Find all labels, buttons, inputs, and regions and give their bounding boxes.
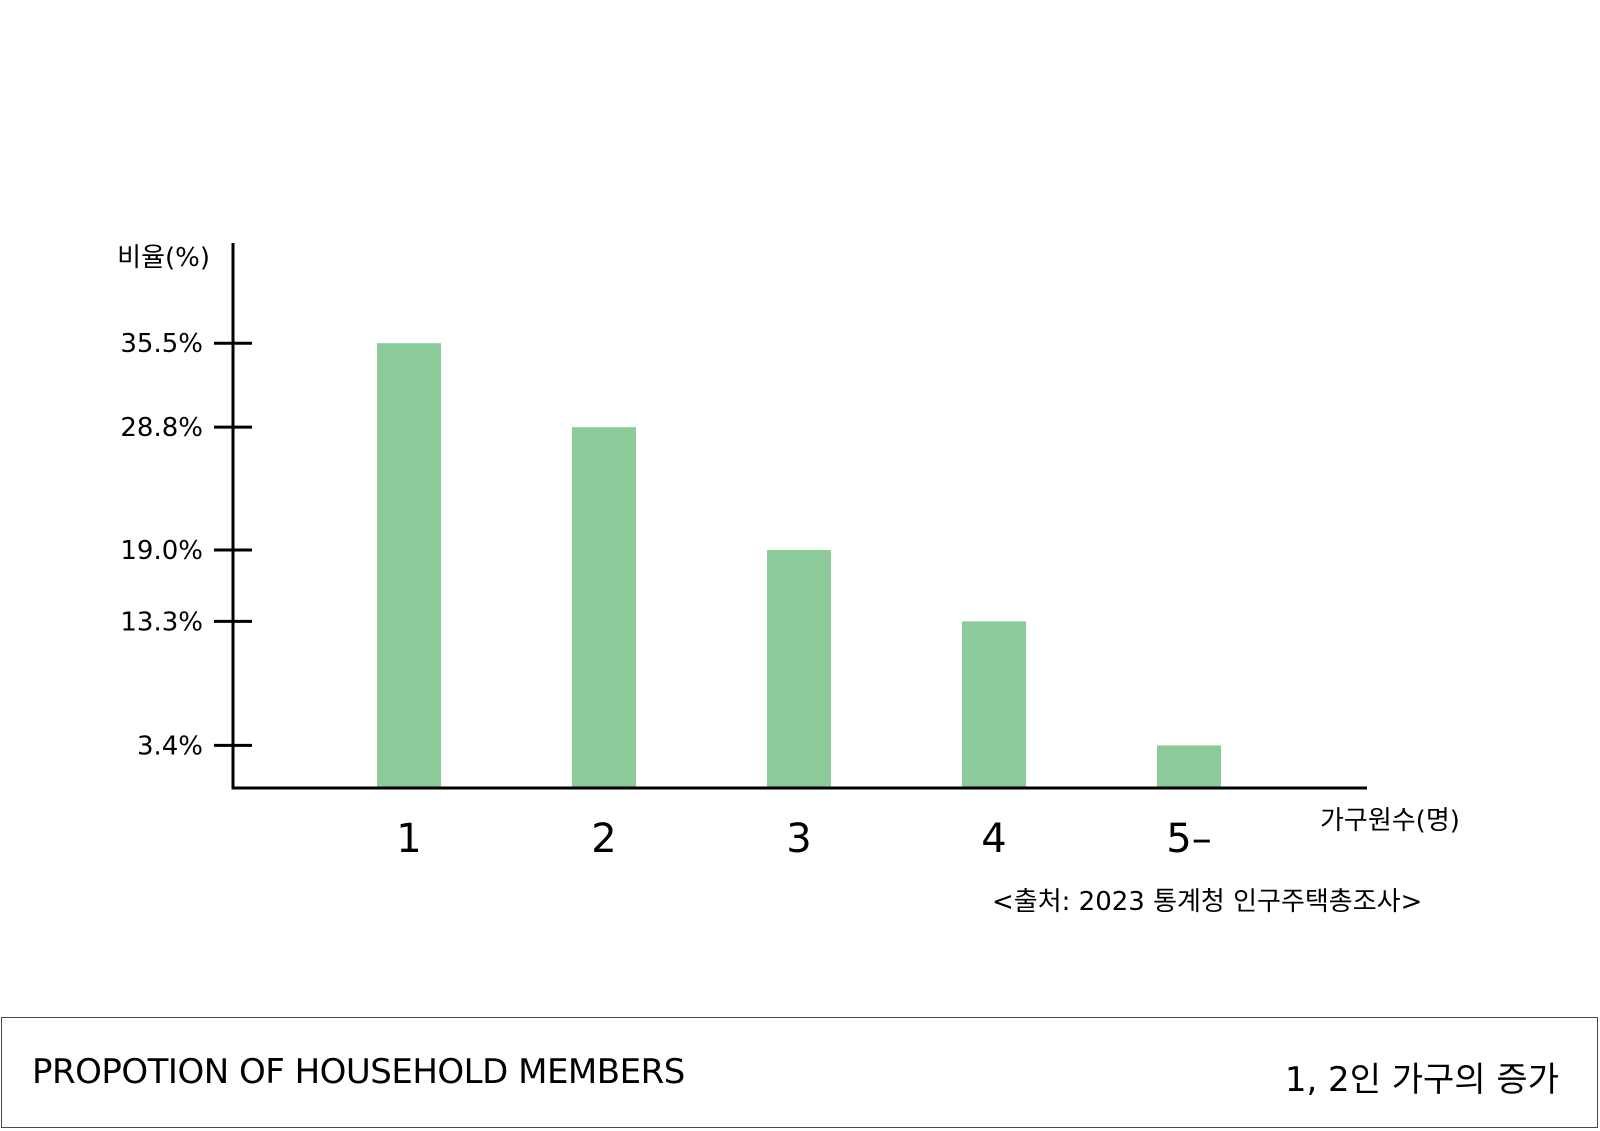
x-tick-label: 1: [396, 816, 421, 862]
bar-chart: 35.5% 28.8% 19.0% 13.3% 3.4% 1 2 3 4 5– 비율(%) 가구…: [117, 243, 1460, 917]
bar-5: [1157, 745, 1221, 788]
footer-note: 1, 2인 가구의 증가: [1284, 1060, 1559, 1100]
bar-4: [962, 621, 1026, 788]
x-tick-label: 4: [981, 816, 1006, 862]
x-tick-label: 2: [591, 816, 616, 862]
y-axis-label: 비율(%): [117, 243, 210, 273]
y-tick-label: 19.0%: [120, 536, 203, 566]
x-tick-label: 3: [786, 816, 811, 862]
y-tick-label: 3.4%: [137, 731, 203, 761]
x-axis-label: 가구원수(명): [1320, 806, 1460, 836]
y-ticks: 35.5% 28.8% 19.0% 13.3% 3.4%: [120, 329, 252, 761]
source-note: <출처: 2023 통계청 인구주택총조사>: [992, 887, 1422, 917]
bar-2: [572, 427, 636, 788]
y-tick-label: 28.8%: [120, 413, 203, 443]
footer-title: PROPOTION OF HOUSEHOLD MEMBERS: [32, 1052, 685, 1092]
y-tick-label: 35.5%: [120, 329, 203, 359]
bars: [377, 343, 1221, 788]
x-ticks: 1 2 3 4 5–: [396, 816, 1211, 862]
y-tick-label: 13.3%: [120, 607, 203, 637]
footer-box: PROPOTION OF HOUSEHOLD MEMBERS 1, 2인 가구의…: [1, 1017, 1598, 1128]
x-tick-label: 5–: [1166, 816, 1211, 862]
bar-1: [377, 343, 441, 788]
bar-3: [767, 549, 831, 788]
